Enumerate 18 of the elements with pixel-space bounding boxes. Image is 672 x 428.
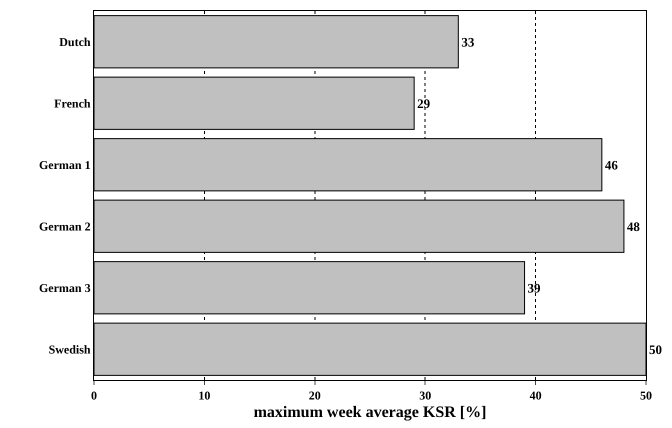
y-tick-label: Dutch — [59, 34, 91, 49]
x-tick-label: 20 — [308, 388, 321, 402]
x-tick-label: 30 — [419, 388, 432, 402]
x-tick-label: 40 — [530, 388, 542, 402]
data-label: 50 — [649, 342, 662, 357]
y-tick-label: German 1 — [38, 158, 91, 172]
y-tick-label: German 2 — [38, 219, 91, 234]
data-label: 39 — [528, 280, 542, 296]
y-tick-label: German 3 — [38, 280, 91, 295]
x-tick-label: 10 — [198, 388, 210, 402]
x-tick-label: 0 — [91, 388, 97, 402]
data-label: 33 — [461, 34, 475, 50]
data-label: 46 — [604, 157, 618, 172]
x-axis-title: maximum week average KSR [%] — [254, 404, 486, 422]
y-tick-label: Swedish — [48, 342, 91, 356]
x-tick-label: 50 — [640, 388, 652, 402]
y-tick-label: French — [54, 96, 91, 110]
data-label: 48 — [626, 218, 640, 234]
